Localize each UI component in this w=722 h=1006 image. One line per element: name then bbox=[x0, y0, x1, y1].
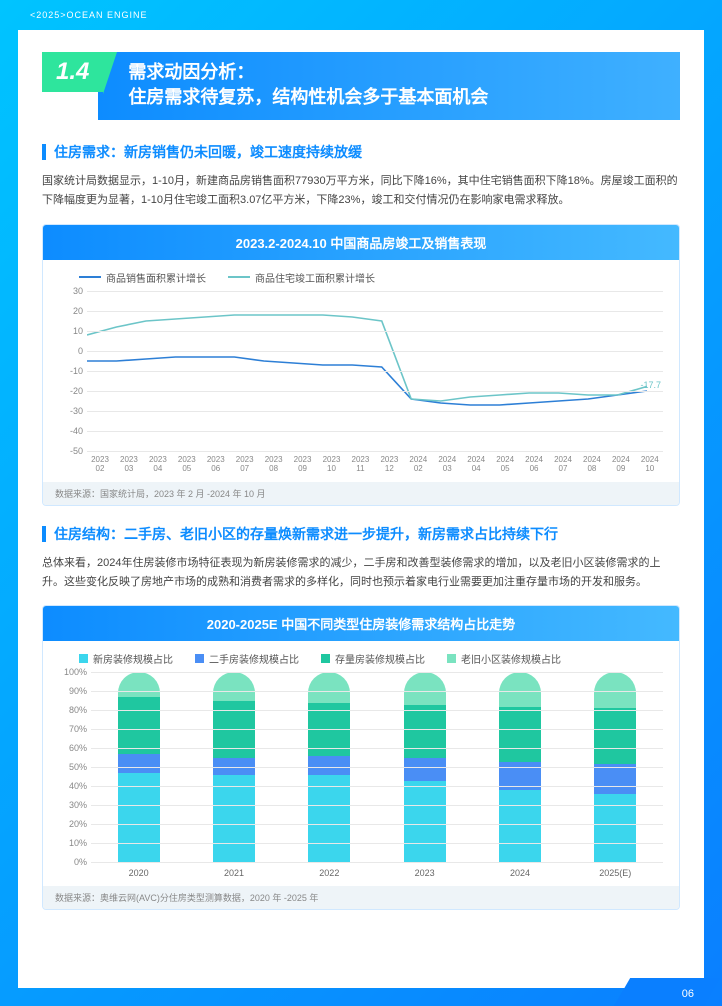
subhead-2: 住房结构：二手房、老旧小区的存量焕新需求进一步提升，新房需求占比持续下行 bbox=[42, 524, 680, 544]
legend-item: 商品销售面积累计增长 bbox=[79, 270, 206, 285]
page-number: 06 bbox=[682, 988, 694, 1000]
legend-item: 二手房装修规模占比 bbox=[195, 651, 299, 666]
chart1-source: 数据来源：国家统计局，2023 年 2 月 -2024 年 10 月 bbox=[43, 482, 679, 505]
chart2-title: 2020-2025E 中国不同类型住房装修需求结构占比走势 bbox=[43, 606, 679, 641]
chart1-x-axis: 2023022023032023042023052023062023072023… bbox=[87, 455, 663, 474]
chart1-annotation: -17.7 bbox=[640, 380, 661, 390]
section-number: 1.4 bbox=[42, 52, 103, 92]
section-title-line1: 需求动因分析： bbox=[128, 60, 660, 85]
subhead-bar bbox=[42, 526, 46, 542]
subhead-1: 住房需求：新房销售仍未回暖，竣工速度持续放缓 bbox=[42, 142, 680, 162]
chart1-legend: 商品销售面积累计增长 商品住宅竣工面积累计增长 bbox=[79, 270, 663, 285]
body-text-1: 国家统计局数据显示，1-10月，新建商品房销售面积77930万平方米，同比下降1… bbox=[42, 172, 680, 209]
chart1-title: 2023.2-2024.10 中国商品房竣工及销售表现 bbox=[43, 225, 679, 260]
legend-item: 商品住宅竣工面积累计增长 bbox=[228, 270, 375, 285]
chart2-source: 数据来源：奥维云网(AVC)分住房类型测算数据，2020 年 -2025 年 bbox=[43, 886, 679, 909]
section-title-line2: 住房需求待复苏，结构性机会多于基本面机会 bbox=[128, 85, 660, 110]
chart2-legend: 新房装修规模占比 二手房装修规模占比 存量房装修规模占比 老旧小区装修规模占比 bbox=[79, 651, 663, 666]
header-brand: <2025>OCEAN ENGINE bbox=[0, 0, 722, 30]
corner-decoration bbox=[614, 978, 720, 1006]
subhead-2-text: 住房结构：二手房、老旧小区的存量焕新需求进一步提升，新房需求占比持续下行 bbox=[54, 524, 558, 544]
subhead-bar bbox=[42, 144, 46, 160]
chart2-plot: 100%90%80%70%60%50%40%30%20%10%0% bbox=[59, 672, 663, 862]
body-text-2: 总体来看，2024年住房装修市场特征表现为新房装修需求的减少，二手房和改善型装修… bbox=[42, 554, 680, 591]
chart1-plot: 3020100-10-20-30-40-50 -17.7 bbox=[59, 291, 663, 451]
chart1-body: 商品销售面积累计增长 商品住宅竣工面积累计增长 3020100-10-20-30-… bbox=[43, 260, 679, 482]
page-content: 1.4 需求动因分析： 住房需求待复苏，结构性机会多于基本面机会 住房需求：新房… bbox=[18, 30, 704, 988]
chart1-card: 2023.2-2024.10 中国商品房竣工及销售表现 商品销售面积累计增长商品… bbox=[42, 224, 680, 506]
subhead-1-text: 住房需求：新房销售仍未回暖，竣工速度持续放缓 bbox=[54, 142, 362, 162]
chart2-body: 新房装修规模占比 二手房装修规模占比 存量房装修规模占比 老旧小区装修规模占比 100… bbox=[43, 641, 679, 886]
section-header: 1.4 需求动因分析： 住房需求待复苏，结构性机会多于基本面机会 bbox=[42, 52, 680, 120]
legend-item: 老旧小区装修规模占比 bbox=[447, 651, 561, 666]
legend-item: 存量房装修规模占比 bbox=[321, 651, 425, 666]
legend-item: 新房装修规模占比 bbox=[79, 651, 173, 666]
chart2-card: 2020-2025E 中国不同类型住房装修需求结构占比走势 新房装修规模占比 二手… bbox=[42, 605, 680, 910]
chart2-x-axis: 202020212022202320242025(E) bbox=[91, 868, 663, 878]
section-title-block: 需求动因分析： 住房需求待复苏，结构性机会多于基本面机会 bbox=[98, 52, 680, 120]
